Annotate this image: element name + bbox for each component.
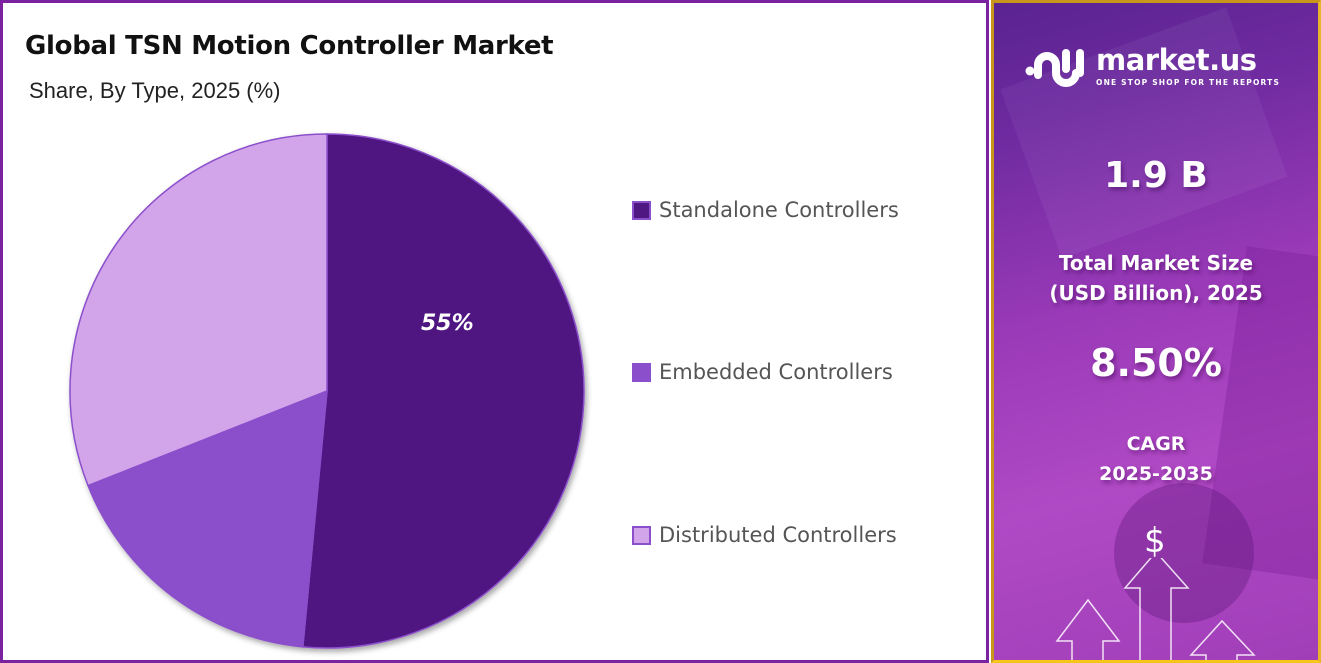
slice-label-standalone: 55%: [421, 311, 474, 336]
growth-arrows-icon: [1055, 558, 1256, 660]
slice-embedded[interactable]: [87, 389, 328, 648]
legend-swatch-embedded: [632, 362, 651, 382]
logo-mark-icon: [1025, 49, 1084, 87]
brand-logo[interactable]: market.us ONE STOP SHOP FOR THE REPORTS: [1024, 43, 1280, 89]
dollar-icon: $: [1144, 521, 1166, 561]
legend-item-standalone[interactable]: Standalone Controllers: [632, 198, 899, 222]
legend-label: Embedded Controllers: [659, 360, 893, 384]
legend-item-embedded[interactable]: Embedded Controllers: [632, 360, 893, 384]
cagr-value: 8.50%: [1090, 341, 1222, 385]
cagr-label: CAGR 2025-2035: [994, 429, 1318, 489]
legend-swatch-distributed: [632, 525, 651, 545]
chart-panel: Global TSN Motion Controller Market Shar…: [0, 0, 989, 663]
slice-distributed[interactable]: [69, 133, 328, 487]
cagr-label-line1: CAGR: [1126, 433, 1186, 455]
market-size-value: 1.9 B: [1104, 155, 1208, 196]
logo-tagline: ONE STOP SHOP FOR THE REPORTS: [1096, 77, 1281, 87]
legend-swatch-standalone: [632, 200, 651, 220]
market-size-label-line1: Total Market Size: [1058, 251, 1254, 275]
chart-subtitle: Share, By Type, 2025 (%): [29, 78, 281, 103]
market-size-label-line2: (USD Billion), 2025: [1049, 281, 1263, 305]
legend-item-distributed[interactable]: Distributed Controllers: [632, 523, 897, 547]
logo-name: market.us: [1096, 42, 1257, 77]
pie-svg: [69, 133, 585, 649]
stats-panel: market.us ONE STOP SHOP FOR THE REPORTS …: [991, 0, 1321, 663]
pie-chart: 55%: [63, 128, 593, 658]
slice-standalone[interactable]: [301, 133, 585, 649]
cagr-label-line2: 2025-2035: [1099, 463, 1213, 485]
background-decoration: [1114, 483, 1254, 623]
market-size-label: Total Market Size (USD Billion), 2025: [994, 248, 1318, 308]
legend-label: Distributed Controllers: [659, 523, 897, 547]
legend-label: Standalone Controllers: [659, 198, 899, 222]
chart-title: Global TSN Motion Controller Market: [25, 31, 554, 61]
